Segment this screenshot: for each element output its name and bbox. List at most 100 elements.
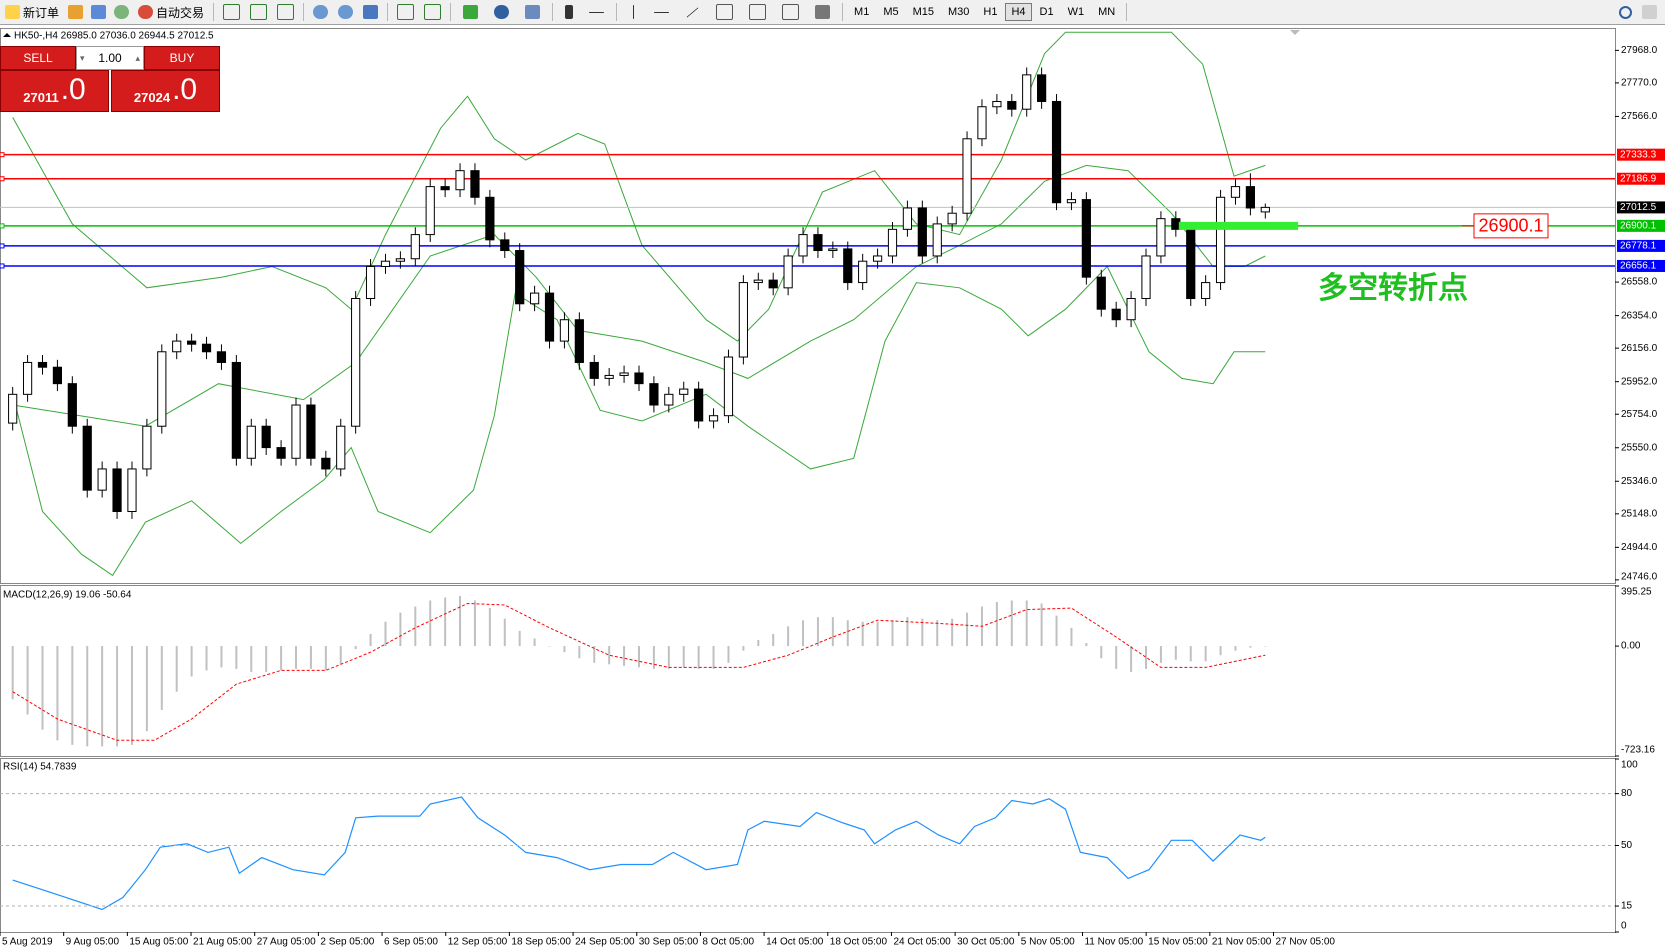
macd-bar (369, 633, 372, 647)
buy-price-frac: .0 (172, 73, 198, 106)
icon[interactable] (749, 4, 767, 20)
buy-price[interactable]: 27024.0 (111, 70, 220, 112)
lot-field[interactable]: ▾ 1.00 ▴ (76, 46, 144, 70)
candle-body (261, 425, 271, 449)
y-tick-label: 25346.0 (1621, 476, 1658, 487)
candle-body (783, 255, 793, 289)
timeframe-button[interactable]: D1 (1039, 6, 1054, 18)
candle-body (1156, 218, 1166, 257)
icon[interactable] (565, 5, 574, 19)
timeframe-button[interactable]: H1 (983, 6, 998, 18)
icon[interactable] (223, 4, 241, 20)
panel-plot (11, 595, 1267, 747)
line-handle (0, 243, 5, 249)
x-tick-label: 2 Sep 05:00 (320, 937, 374, 948)
candle-body (992, 100, 1002, 108)
icon[interactable] (250, 4, 268, 20)
icon[interactable] (633, 5, 635, 19)
candle-body (530, 292, 540, 305)
one-click-trading: SELL ▾ 1.00 ▴ BUY 27011.0 27024.0 (0, 46, 220, 112)
price-tag-label: 26656.1 (1620, 261, 1657, 272)
macd-bar (712, 646, 715, 669)
price-tag (1617, 148, 1665, 161)
y-tick-label: 27566.0 (1621, 111, 1658, 122)
timeframe-button[interactable]: H4 (1005, 3, 1032, 21)
timeframe-button[interactable]: M5 (883, 6, 899, 18)
timeframe-button[interactable]: M1 (854, 6, 870, 18)
icon[interactable] (716, 4, 734, 20)
macd-bar (444, 597, 447, 647)
y-tick-label: 100 (1621, 760, 1638, 771)
y-tick-label: 15 (1621, 901, 1633, 912)
candle-body (544, 292, 555, 342)
icon[interactable] (397, 4, 415, 20)
timeframe-button[interactable]: MN (1098, 6, 1116, 18)
candle-body (67, 383, 77, 427)
macd-bar (190, 646, 193, 677)
macd-header: MACD(12,26,9) 19.06 -50.64 (3, 590, 132, 601)
candle-body (515, 250, 525, 305)
icon[interactable] (363, 5, 379, 19)
candle-body (291, 404, 301, 459)
line-handle (0, 263, 5, 269)
candle-body (112, 468, 122, 513)
sell-button[interactable]: SELL (0, 46, 76, 70)
new-order-button[interactable]: 新订单 (0, 2, 64, 23)
candle-body (604, 374, 614, 379)
candle-body (753, 279, 763, 284)
icon[interactable] (815, 5, 831, 19)
buy-button[interactable]: BUY (144, 46, 220, 70)
macd-bar (578, 646, 581, 659)
symbol-marker (3, 33, 11, 37)
candle-body (1230, 186, 1241, 198)
icon[interactable] (313, 5, 329, 19)
timeframe-button[interactable]: M30 (948, 6, 970, 18)
candle-body (380, 260, 391, 267)
macd-bar (548, 646, 551, 647)
sell-price[interactable]: 27011.0 (0, 70, 109, 112)
candle-body (1022, 74, 1032, 110)
x-tick-label: 11 Nov 05:00 (1084, 937, 1143, 948)
macd-bar (459, 595, 462, 647)
macd-bar (831, 617, 834, 647)
icon[interactable] (338, 5, 354, 19)
macd-bar (533, 638, 536, 647)
macd-bar (802, 620, 805, 647)
macd-bar (1010, 600, 1013, 647)
macd-bar (787, 626, 790, 647)
icon[interactable] (654, 11, 670, 13)
macd-bar (175, 646, 178, 692)
icon[interactable] (463, 5, 479, 19)
icon[interactable] (494, 5, 510, 19)
icon[interactable] (68, 5, 84, 19)
search-icon[interactable] (1619, 5, 1632, 19)
icon[interactable] (686, 6, 699, 18)
macd-bar (846, 620, 849, 647)
timeframe-button[interactable]: M15 (912, 6, 934, 18)
icon[interactable] (1642, 5, 1657, 19)
icon[interactable] (277, 4, 295, 20)
icon[interactable] (525, 5, 541, 19)
candle-body (440, 186, 450, 191)
panel-plot (12, 796, 1266, 911)
timeframe-button[interactable]: W1 (1067, 6, 1085, 18)
price-tag-label: 26900.1 (1620, 221, 1657, 232)
icon[interactable] (424, 4, 442, 20)
icon[interactable] (782, 4, 800, 20)
icon[interactable] (91, 5, 107, 19)
macd-bar (354, 646, 357, 650)
candle-body (306, 404, 316, 459)
auto-trading-button[interactable]: 自动交易 (133, 2, 209, 23)
rsi-header: RSI(14) 54.7839 (3, 762, 77, 773)
candle-body (574, 319, 584, 363)
icon[interactable] (589, 11, 605, 13)
candle-body (1066, 199, 1077, 204)
x-tick-label: 5 Nov 05:00 (1021, 937, 1075, 948)
bollinger-band (12, 265, 1266, 577)
y-tick-label: 25952.0 (1621, 376, 1658, 387)
candle-body (321, 457, 331, 470)
icon[interactable] (114, 5, 130, 19)
new-order-label: 新订单 (23, 5, 60, 20)
macd-bar (966, 612, 969, 647)
macd-bar (1264, 646, 1267, 647)
